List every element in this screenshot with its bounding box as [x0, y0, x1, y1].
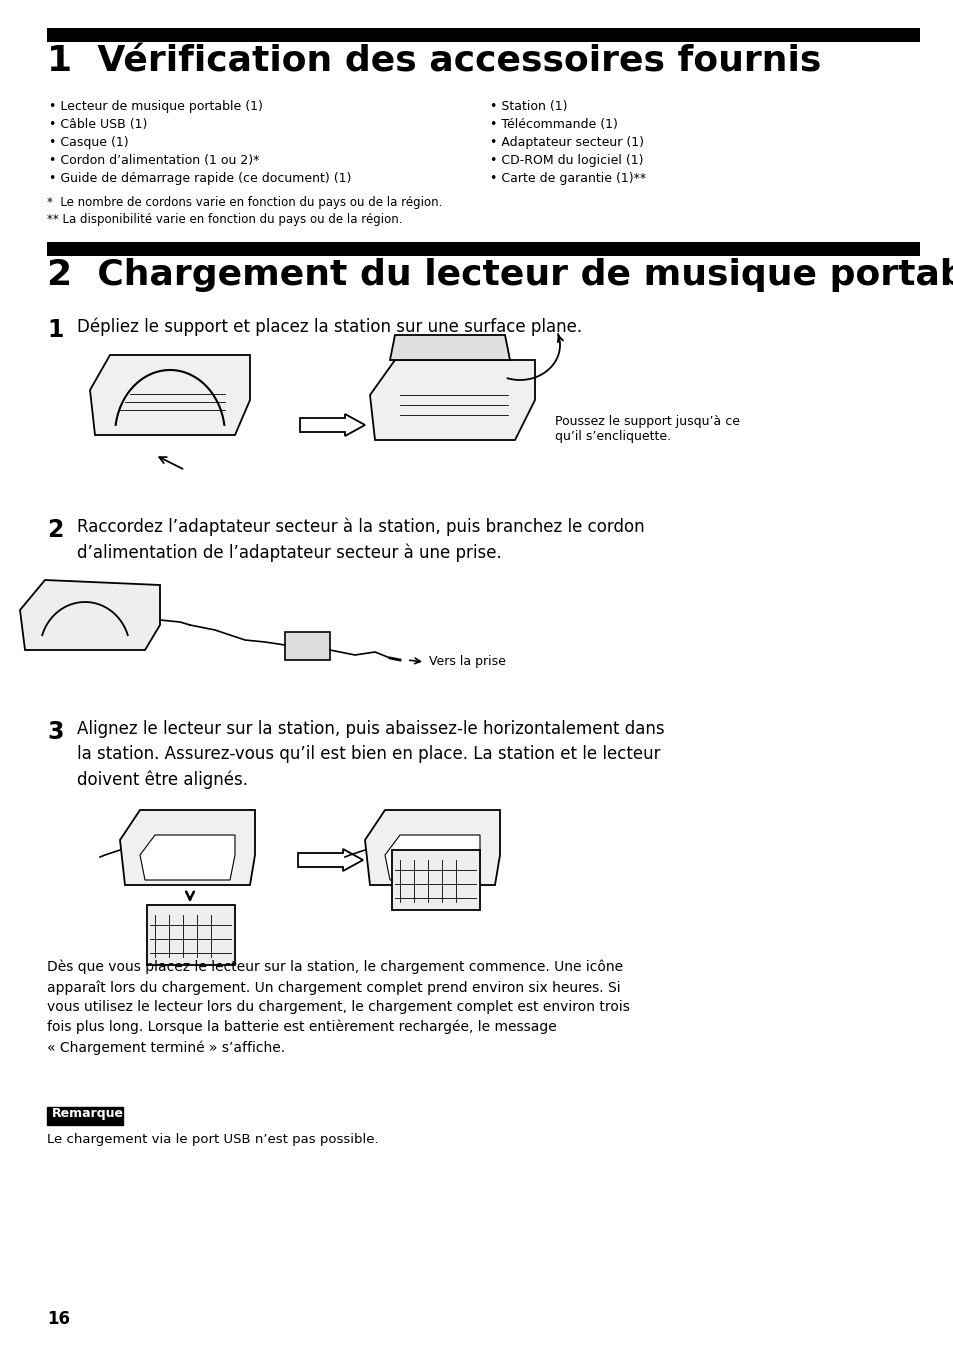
Polygon shape	[370, 360, 535, 440]
Text: • Casque (1): • Casque (1)	[49, 136, 129, 149]
Polygon shape	[90, 356, 250, 436]
FancyArrow shape	[297, 849, 363, 871]
Text: • Station (1): • Station (1)	[490, 100, 567, 113]
Text: 2  Chargement du lecteur de musique portable: 2 Chargement du lecteur de musique porta…	[47, 258, 953, 292]
Bar	[147, 905, 234, 965]
Text: • Câble USB (1): • Câble USB (1)	[49, 118, 147, 132]
FancyArrow shape	[299, 414, 365, 436]
Polygon shape	[365, 810, 499, 885]
Text: Alignez le lecteur sur la station, puis abaissez-le horizontalement dans
la stat: Alignez le lecteur sur la station, puis …	[77, 721, 664, 788]
Text: • CD-ROM du logiciel (1): • CD-ROM du logiciel (1)	[490, 153, 643, 167]
Text: 16: 16	[47, 1310, 70, 1329]
Text: Poussez le support jusqu’à ce
qu’il s’encliquette.: Poussez le support jusqu’à ce qu’il s’en…	[555, 415, 740, 442]
Polygon shape	[385, 835, 479, 879]
Text: Vers la prise: Vers la prise	[429, 655, 505, 668]
Text: Le chargement via le port USB n’est pas possible.: Le chargement via le port USB n’est pas …	[47, 1133, 378, 1147]
Bar	[47, 1107, 123, 1125]
Bar	[47, 28, 919, 42]
Polygon shape	[390, 335, 510, 360]
Text: *  Le nombre de cordons varie en fonction du pays ou de la région.: * Le nombre de cordons varie en fonction…	[47, 195, 442, 209]
Text: 1: 1	[47, 318, 63, 342]
Polygon shape	[20, 579, 160, 650]
Bar	[47, 242, 919, 256]
Text: 2: 2	[47, 518, 63, 541]
Polygon shape	[120, 810, 254, 885]
Text: 3: 3	[47, 721, 64, 744]
Text: Dès que vous placez le lecteur sur la station, le chargement commence. Une icône: Dès que vous placez le lecteur sur la st…	[47, 959, 629, 1054]
Text: • Cordon d’alimentation (1 ou 2)*: • Cordon d’alimentation (1 ou 2)*	[49, 153, 259, 167]
Text: Remarque: Remarque	[52, 1107, 124, 1120]
Text: 1  Vérification des accessoires fournis: 1 Vérification des accessoires fournis	[47, 43, 821, 77]
Text: • Carte de garantie (1)**: • Carte de garantie (1)**	[490, 172, 645, 185]
Text: • Guide de démarrage rapide (ce document) (1): • Guide de démarrage rapide (ce document…	[49, 172, 351, 185]
Text: Dépliez le support et placez la station sur une surface plane.: Dépliez le support et placez la station …	[77, 318, 581, 337]
Polygon shape	[140, 835, 234, 879]
Bar	[392, 849, 479, 911]
Text: Raccordez l’adaptateur secteur à la station, puis branchez le cordon
d’alimentat: Raccordez l’adaptateur secteur à la stat…	[77, 518, 644, 562]
Text: ** La disponibilité varie en fonction du pays ou de la région.: ** La disponibilité varie en fonction du…	[47, 213, 402, 227]
Bar	[285, 632, 330, 660]
Text: • Adaptateur secteur (1): • Adaptateur secteur (1)	[490, 136, 643, 149]
Text: • Lecteur de musique portable (1): • Lecteur de musique portable (1)	[49, 100, 263, 113]
Text: • Télécommande (1): • Télécommande (1)	[490, 118, 618, 132]
